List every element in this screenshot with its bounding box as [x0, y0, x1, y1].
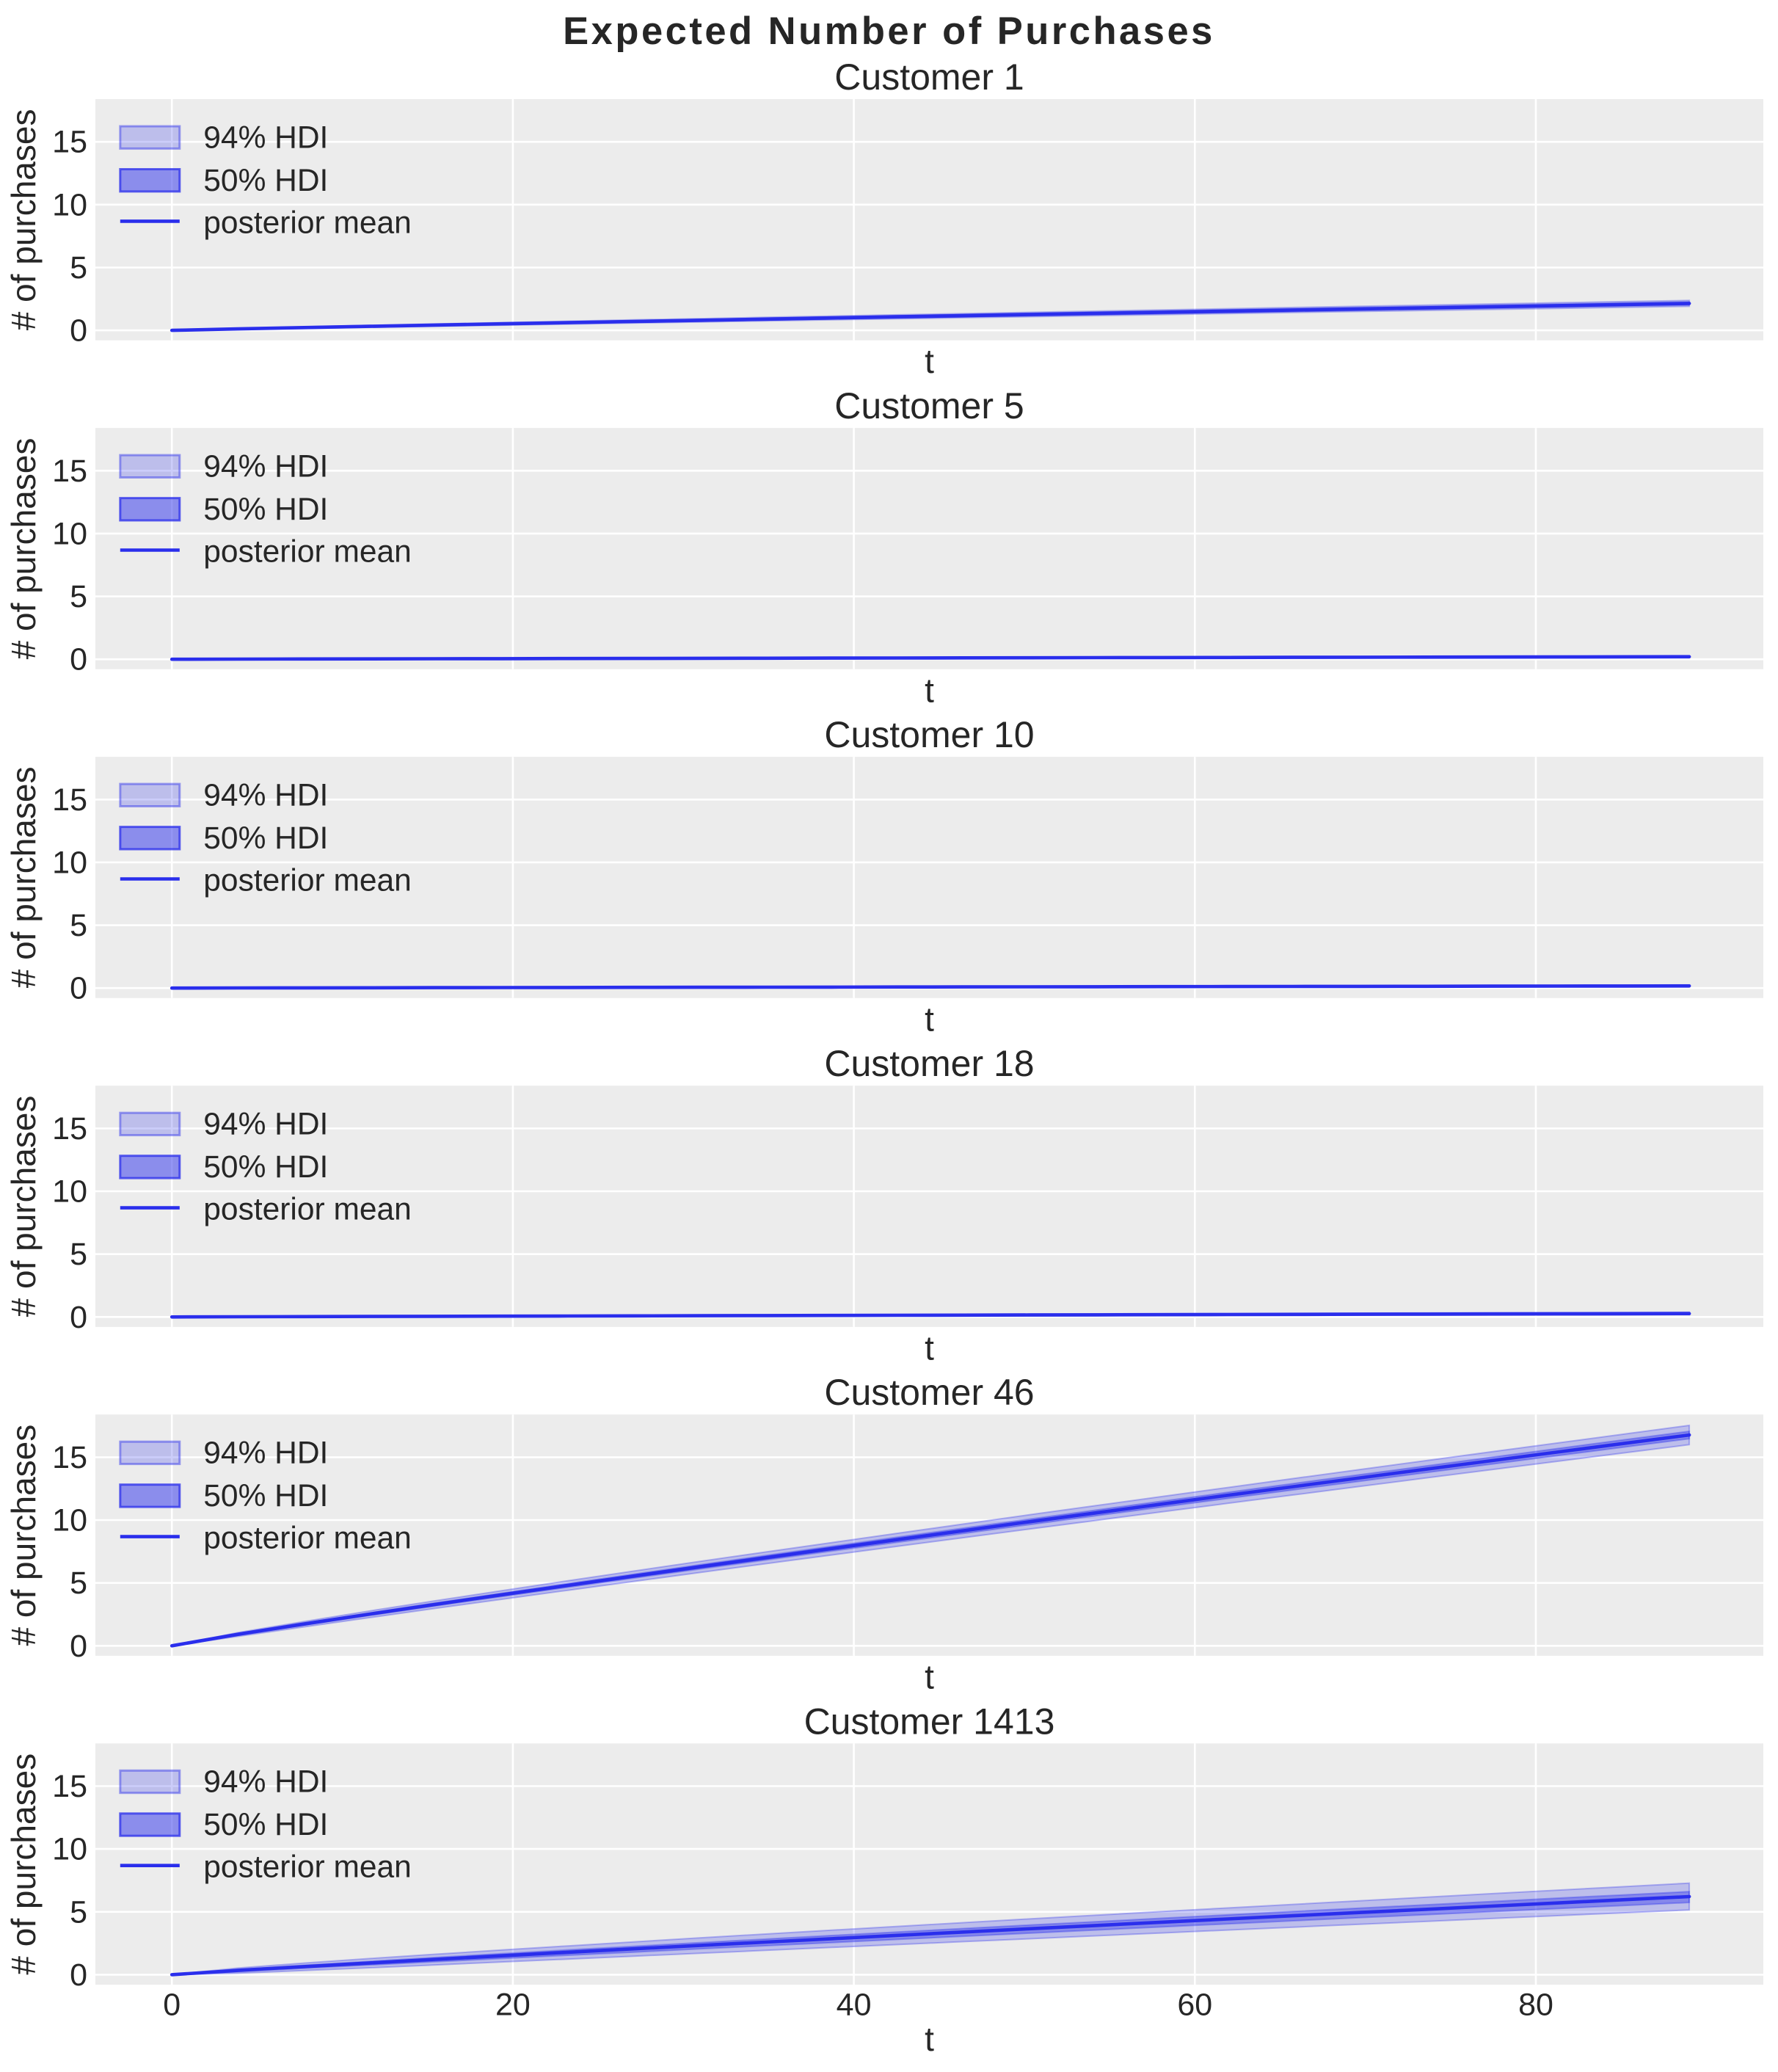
svg-text:50% HDI: 50% HDI: [203, 1808, 328, 1842]
svg-text:10: 10: [52, 1174, 87, 1210]
svg-text:5: 5: [70, 1237, 87, 1272]
svg-text:posterior mean: posterior mean: [203, 1522, 411, 1556]
svg-text:94% HDI: 94% HDI: [203, 778, 328, 813]
svg-text:10: 10: [52, 845, 87, 880]
svg-text:# of purchases: # of purchases: [4, 1753, 43, 1975]
svg-text:50% HDI: 50% HDI: [203, 164, 328, 198]
svg-text:15: 15: [52, 454, 87, 489]
svg-text:t: t: [925, 1657, 934, 1695]
svg-text:0: 0: [70, 971, 87, 1006]
svg-text:10: 10: [52, 187, 87, 222]
svg-text:20: 20: [495, 1988, 531, 2023]
svg-text:5: 5: [70, 908, 87, 943]
svg-text:94% HDI: 94% HDI: [203, 1108, 328, 1142]
svg-text:5: 5: [70, 1894, 87, 1930]
svg-text:94% HDI: 94% HDI: [203, 1765, 328, 1800]
svg-text:15: 15: [52, 782, 87, 818]
svg-text:50% HDI: 50% HDI: [203, 821, 328, 856]
svg-text:5: 5: [70, 250, 87, 286]
svg-text:10: 10: [52, 1832, 87, 1867]
svg-text:# of purchases: # of purchases: [4, 1096, 43, 1317]
svg-text:50% HDI: 50% HDI: [203, 1479, 328, 1513]
svg-text:10: 10: [52, 1503, 87, 1538]
svg-text:Customer 1413: Customer 1413: [804, 1701, 1055, 1742]
svg-text:# of purchases: # of purchases: [4, 109, 43, 331]
svg-text:Customer 46: Customer 46: [824, 1372, 1034, 1413]
svg-text:94% HDI: 94% HDI: [203, 449, 328, 484]
svg-text:posterior mean: posterior mean: [203, 206, 411, 240]
svg-text:posterior mean: posterior mean: [203, 535, 411, 570]
svg-text:Customer 5: Customer 5: [834, 385, 1024, 426]
svg-text:Customer 1: Customer 1: [834, 57, 1024, 98]
svg-text:t: t: [925, 1328, 934, 1367]
svg-text:0: 0: [163, 1988, 181, 2023]
svg-text:15: 15: [52, 1440, 87, 1475]
svg-text:5: 5: [70, 579, 87, 614]
svg-text:60: 60: [1177, 1988, 1212, 2023]
svg-text:15: 15: [52, 125, 87, 160]
svg-text:50% HDI: 50% HDI: [203, 1150, 328, 1185]
svg-text:t: t: [925, 671, 934, 709]
svg-text:posterior mean: posterior mean: [203, 1193, 411, 1227]
svg-text:0: 0: [70, 1958, 87, 1993]
svg-text:t: t: [925, 1000, 934, 1038]
svg-text:Customer 18: Customer 18: [824, 1043, 1034, 1084]
svg-text:Expected Number of Purchases: Expected Number of Purchases: [563, 10, 1215, 53]
svg-text:0: 0: [70, 1300, 87, 1335]
svg-text:15: 15: [52, 1769, 87, 1804]
svg-text:80: 80: [1518, 1988, 1553, 2023]
svg-text:0: 0: [70, 642, 87, 677]
svg-text:50% HDI: 50% HDI: [203, 492, 328, 527]
svg-text:94% HDI: 94% HDI: [203, 120, 328, 155]
svg-text:5: 5: [70, 1566, 87, 1601]
svg-text:t: t: [925, 342, 934, 380]
svg-text:0: 0: [70, 1629, 87, 1664]
svg-text:# of purchases: # of purchases: [4, 1425, 43, 1646]
svg-text:0: 0: [70, 313, 87, 349]
svg-text:40: 40: [837, 1988, 872, 2023]
svg-text:Customer 10: Customer 10: [824, 714, 1034, 755]
svg-text:posterior mean: posterior mean: [203, 1850, 411, 1885]
svg-text:94% HDI: 94% HDI: [203, 1436, 328, 1471]
svg-text:# of purchases: # of purchases: [4, 438, 43, 660]
svg-text:# of purchases: # of purchases: [4, 767, 43, 989]
svg-text:t: t: [925, 2020, 934, 2058]
svg-text:posterior mean: posterior mean: [203, 864, 411, 898]
svg-text:10: 10: [52, 516, 87, 551]
svg-text:15: 15: [52, 1111, 87, 1146]
